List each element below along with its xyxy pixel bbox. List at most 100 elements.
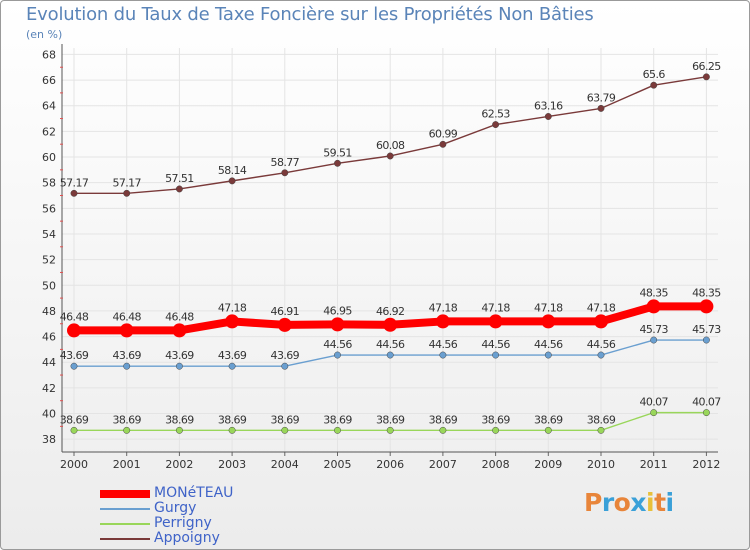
data-point — [386, 351, 394, 359]
data-point — [650, 81, 658, 89]
data-point — [383, 317, 398, 332]
y-tick-label: 44 — [42, 356, 56, 369]
data-label: 57.51 — [165, 172, 194, 185]
data-label: 44.56 — [376, 338, 405, 351]
legend-swatch — [100, 508, 150, 510]
data-label: 60.99 — [429, 127, 458, 140]
data-label: 57.17 — [60, 176, 89, 189]
y-tick-label: 46 — [42, 331, 56, 344]
data-point — [334, 351, 341, 359]
data-label: 43.69 — [271, 349, 300, 362]
data-label: 62.53 — [481, 108, 510, 121]
data-point — [702, 409, 710, 417]
data-point — [597, 426, 605, 434]
data-label: 66.25 — [692, 60, 721, 73]
data-label: 44.56 — [429, 338, 458, 351]
data-point — [281, 362, 289, 370]
data-label: 46.91 — [271, 305, 300, 318]
x-tick-label: 2002 — [165, 458, 193, 471]
data-label: 59.51 — [323, 146, 352, 159]
data-label: 38.69 — [481, 413, 510, 426]
y-tick-label: 54 — [42, 228, 56, 241]
data-label: 45.73 — [639, 323, 668, 336]
y-tick-label: 38 — [42, 433, 56, 446]
data-label: 38.69 — [376, 413, 405, 426]
x-tick-label: 2006 — [376, 458, 404, 471]
data-label: 46.48 — [112, 310, 141, 323]
data-point — [439, 426, 447, 434]
data-point — [228, 426, 236, 434]
legend-item: Gurgy — [100, 500, 300, 516]
y-tick-label: 52 — [42, 254, 56, 267]
x-tick-label: 2007 — [429, 458, 457, 471]
data-point — [70, 189, 78, 197]
data-label: 47.18 — [218, 301, 247, 314]
data-label: 45.73 — [692, 323, 721, 336]
x-tick-label: 2000 — [60, 458, 88, 471]
data-point — [492, 121, 500, 129]
legend-item: Appoigny — [100, 530, 300, 546]
x-tick-label: 2005 — [324, 458, 352, 471]
y-tick-label: 62 — [42, 125, 56, 138]
data-point — [334, 426, 341, 434]
chart-title: Evolution du Taux de Taxe Foncière sur l… — [26, 4, 594, 25]
data-point — [650, 409, 658, 417]
logo-letter: x — [630, 488, 646, 517]
data-point — [488, 314, 503, 329]
data-label: 44.56 — [481, 338, 510, 351]
legend: MONéTEAU Gurgy Perrigny Appoigny — [100, 485, 300, 546]
x-tick-label: 2001 — [113, 458, 141, 471]
data-label: 46.92 — [376, 305, 405, 318]
data-point — [650, 336, 658, 344]
data-point — [277, 317, 292, 332]
x-tick-label: 2011 — [640, 458, 668, 471]
data-label: 65.6 — [643, 68, 666, 81]
legend-label: Gurgy — [154, 500, 197, 516]
data-label: 46.95 — [323, 304, 352, 317]
data-point — [594, 314, 608, 329]
data-point — [435, 314, 450, 329]
data-label: 40.07 — [692, 396, 721, 409]
data-point — [175, 185, 183, 193]
data-label: 63.79 — [587, 91, 616, 104]
data-label: 63.16 — [534, 99, 563, 112]
data-point — [544, 113, 552, 120]
data-point — [281, 426, 289, 434]
data-point — [228, 177, 236, 185]
data-label: 57.17 — [112, 176, 141, 189]
y-tick-label: 42 — [42, 382, 56, 395]
data-point — [123, 362, 131, 370]
y-tick-label: 40 — [42, 408, 56, 421]
data-point — [67, 323, 81, 338]
logo-letter: r — [601, 488, 614, 517]
data-point — [123, 426, 131, 434]
data-label: 38.69 — [60, 413, 89, 426]
logo-letter: t — [654, 488, 666, 517]
legend-item: MONéTEAU — [100, 485, 300, 501]
logo-letter: i — [646, 488, 655, 517]
data-point — [702, 73, 710, 81]
data-point — [646, 299, 661, 314]
data-point — [541, 314, 556, 329]
legend-swatch — [100, 523, 150, 525]
data-point — [439, 140, 447, 148]
data-point — [439, 351, 447, 359]
data-label: 58.14 — [218, 164, 247, 177]
y-tick-label: 60 — [42, 151, 56, 164]
data-label: 43.69 — [60, 349, 89, 362]
data-label: 43.69 — [218, 349, 247, 362]
data-label: 60.08 — [376, 139, 405, 152]
data-label: 38.69 — [323, 413, 352, 426]
data-point — [597, 104, 605, 112]
data-point — [70, 426, 78, 434]
y-tick-label: 48 — [42, 305, 56, 318]
legend-label: Perrigny — [154, 515, 212, 531]
data-point — [386, 426, 394, 434]
data-label: 44.56 — [323, 338, 352, 351]
data-point — [492, 426, 500, 434]
data-point — [70, 362, 78, 370]
legend-label: Appoigny — [154, 530, 220, 546]
data-label: 43.69 — [165, 349, 194, 362]
